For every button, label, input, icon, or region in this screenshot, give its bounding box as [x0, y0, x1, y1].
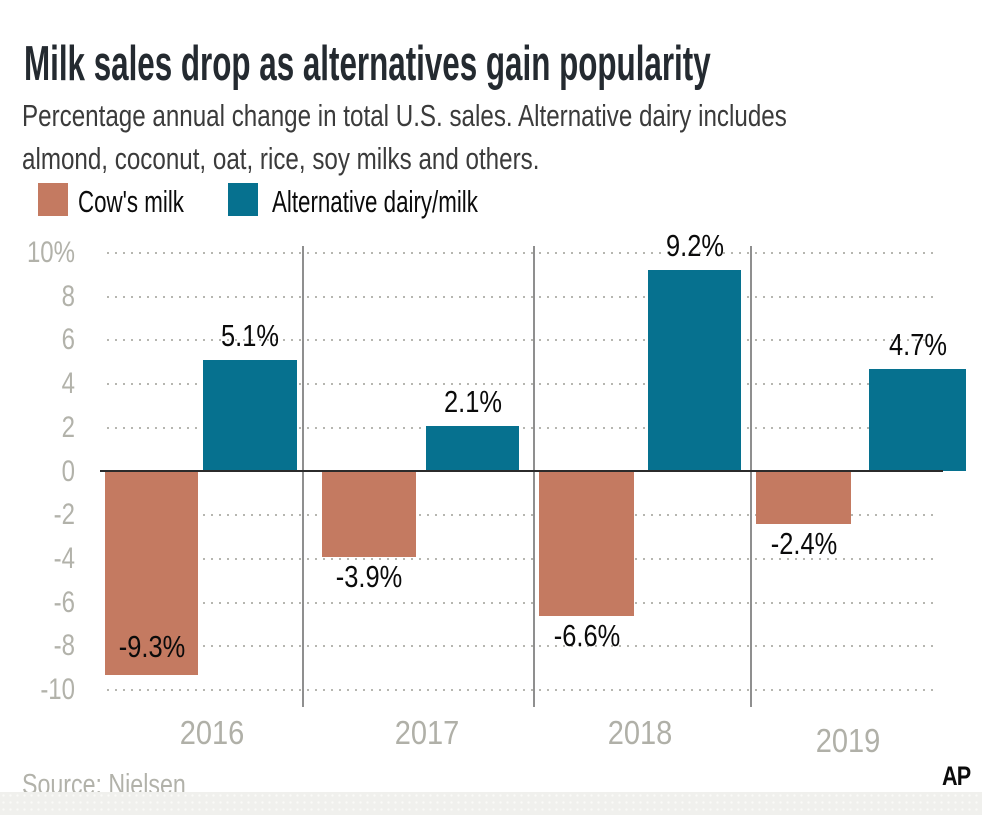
legend-swatch-cows-milk — [38, 183, 68, 216]
ytick-2: 2 — [61, 410, 75, 444]
gridline--10 — [107, 689, 935, 691]
gridline-4 — [107, 383, 935, 386]
xtick-2018: 2018 — [607, 714, 673, 751]
bar-cow-s-milk-2018 — [539, 471, 634, 616]
ytick-4: 4 — [61, 367, 75, 401]
bar-cow-s-milk-2019 — [756, 471, 851, 524]
bar-alternative-dairy-milk-2017 — [426, 425, 519, 472]
ap-logo: AP — [942, 761, 971, 791]
legend-label-cows-milk: Cow's milk — [78, 184, 184, 219]
gridline-6 — [107, 339, 935, 342]
gridline--8 — [107, 645, 935, 648]
ytick-8: 8 — [61, 279, 75, 313]
subtitle-line-2: almond, coconut, oat, rice, soy milks an… — [22, 141, 540, 176]
bar-alternative-dairy-milk-2018 — [648, 270, 741, 472]
ytick-10: 10% — [26, 236, 75, 269]
gridline-10 — [107, 252, 935, 254]
ytick--10: -10 — [40, 673, 75, 706]
ytick--6: -6 — [53, 585, 75, 619]
year-separator-2 — [533, 246, 535, 707]
gridline-8 — [107, 295, 935, 298]
bar-alternative-dairy-milk-2016 — [203, 360, 297, 472]
bar-alternative-dairy-milk-2019 — [869, 368, 966, 472]
value-label-alternative-dairy-milk-2018: 9.2% — [665, 228, 724, 264]
legend-swatch-alternative-dairy — [228, 183, 258, 216]
ytick-0: 0 — [61, 454, 75, 488]
value-label-alternative-dairy-milk-2017: 2.1% — [443, 383, 502, 419]
gridline--2 — [107, 514, 935, 517]
xtick-2019: 2019 — [815, 722, 881, 759]
ytick--8: -8 — [53, 629, 75, 663]
year-separator-3 — [750, 246, 752, 707]
zero-baseline — [100, 470, 943, 472]
bar-cow-s-milk-2017 — [322, 471, 416, 557]
chart-subtitle: Percentage annual change in total U.S. s… — [22, 94, 787, 180]
value-label-cow-s-milk-2017: -3.9% — [335, 558, 403, 594]
gridline-2 — [107, 426, 935, 429]
gridline--4 — [107, 557, 935, 560]
ytick--2: -2 — [53, 498, 75, 532]
value-label-cow-s-milk-2016: -9.3% — [118, 628, 185, 664]
ytick--4: -4 — [53, 541, 75, 575]
value-label-alternative-dairy-milk-2019: 4.7% — [888, 326, 947, 362]
value-label-alternative-dairy-milk-2016: 5.1% — [221, 318, 279, 354]
legend-label-alternative-dairy: Alternative dairy/milk — [272, 184, 478, 219]
xtick-2017: 2017 — [394, 714, 460, 751]
bar-cow-s-milk-2016 — [105, 471, 198, 675]
year-separator-1 — [302, 246, 304, 707]
ytick-6: 6 — [61, 323, 75, 357]
value-label-cow-s-milk-2018: -6.6% — [553, 617, 620, 653]
xtick-2016: 2016 — [179, 714, 245, 751]
subtitle-line-1: Percentage annual change in total U.S. s… — [22, 98, 787, 133]
chart-title: Milk sales drop as alternatives gain pop… — [24, 37, 711, 91]
footer-band — [0, 792, 982, 815]
value-label-cow-s-milk-2019: -2.4% — [770, 525, 837, 561]
gridline--6 — [107, 601, 935, 604]
